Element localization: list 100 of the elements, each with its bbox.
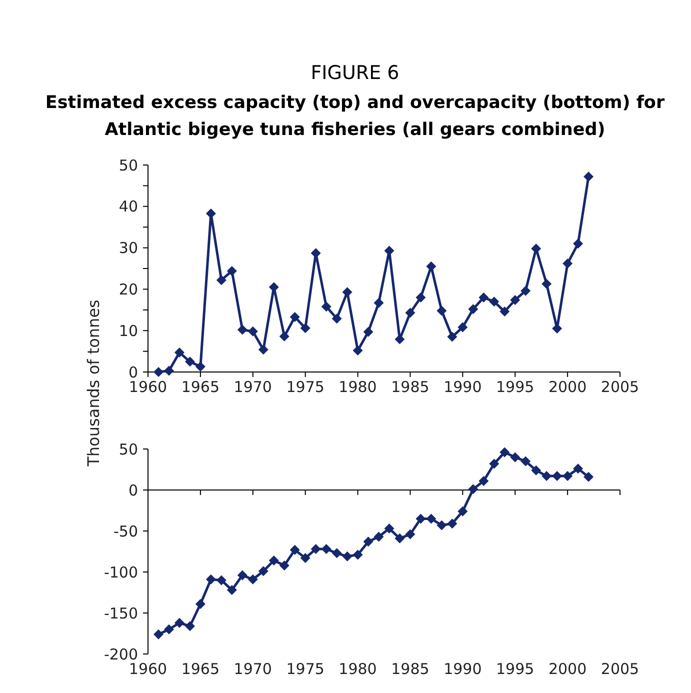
x-tick-label: 1975 — [286, 660, 324, 678]
point — [279, 331, 290, 342]
point — [153, 367, 164, 377]
point — [447, 518, 458, 529]
x-tick-label: 1985 — [391, 378, 430, 396]
point — [237, 324, 248, 335]
point — [542, 278, 552, 289]
point — [300, 553, 310, 564]
y-tick-label: 20 — [118, 280, 138, 298]
point — [374, 532, 384, 542]
point — [352, 550, 363, 560]
point — [520, 286, 531, 296]
x-tick-label: 1985 — [391, 660, 430, 678]
point — [468, 484, 478, 494]
y-tick-label: 0 — [128, 481, 138, 500]
x-tick-label: 1980 — [338, 378, 377, 396]
point — [206, 208, 216, 218]
point — [300, 323, 310, 334]
point — [374, 298, 384, 308]
point — [500, 447, 510, 458]
point — [216, 275, 226, 286]
point — [226, 266, 237, 276]
point — [321, 544, 332, 554]
point — [573, 238, 584, 249]
point — [206, 574, 216, 584]
x-tick-label: 1995 — [496, 660, 534, 678]
point — [416, 292, 426, 302]
point — [426, 261, 436, 272]
point — [584, 472, 594, 482]
point — [384, 246, 394, 256]
point — [436, 306, 447, 316]
point — [332, 548, 342, 558]
point — [184, 621, 195, 632]
point — [436, 520, 447, 530]
x-tick-label: 1980 — [338, 660, 377, 678]
point — [500, 306, 510, 317]
point — [478, 476, 489, 486]
y-tick-label: 40 — [118, 198, 138, 216]
x-tick-label: 1965 — [181, 378, 220, 396]
point — [164, 366, 174, 376]
point — [416, 514, 426, 524]
x-tick-label: 1970 — [234, 660, 272, 678]
point — [542, 471, 552, 482]
x-tick-label: 2000 — [548, 660, 587, 678]
y-tick-label: 30 — [118, 239, 138, 258]
point — [268, 556, 279, 566]
point — [562, 471, 573, 482]
point — [321, 302, 332, 312]
point — [510, 294, 520, 305]
point — [174, 618, 184, 628]
point — [384, 524, 394, 534]
point — [195, 362, 206, 372]
point — [290, 544, 300, 555]
y-tick-label: 10 — [118, 322, 138, 340]
y-tick-label: 50 — [118, 156, 138, 174]
point — [584, 172, 594, 182]
point — [248, 574, 258, 584]
point — [405, 308, 416, 318]
point — [342, 287, 352, 298]
point — [226, 585, 237, 596]
y-tick-label: -100 — [104, 563, 138, 582]
point — [520, 456, 531, 466]
point — [562, 258, 573, 269]
x-tick-label: 1965 — [181, 660, 220, 678]
point — [332, 314, 342, 324]
point — [363, 536, 374, 547]
point — [447, 332, 458, 342]
point — [184, 356, 195, 367]
point — [258, 344, 268, 355]
point — [458, 506, 468, 516]
point — [531, 244, 542, 254]
x-tick-label: 2000 — [548, 378, 587, 396]
point — [153, 629, 164, 640]
point — [468, 304, 478, 314]
point — [174, 348, 184, 358]
y-tick-label: -50 — [114, 522, 138, 540]
point — [552, 324, 562, 334]
point — [237, 570, 248, 580]
x-tick-label: 1975 — [286, 378, 324, 396]
point — [489, 458, 500, 469]
point — [310, 544, 321, 554]
x-tick-label: 1970 — [234, 378, 272, 396]
point — [248, 326, 258, 336]
point — [489, 296, 500, 307]
point — [258, 566, 268, 576]
point — [426, 514, 436, 524]
point — [405, 529, 416, 540]
x-tick-label: 1990 — [444, 378, 482, 396]
point — [216, 575, 226, 586]
point — [195, 598, 206, 609]
point — [531, 465, 542, 476]
point — [573, 464, 584, 474]
x-tick-label: 2005 — [600, 660, 640, 678]
point — [478, 292, 489, 302]
chart-subtitle: Estimated excess capacity (top) and overcapacity (bottom) for Atlantic bigeye tuna fisheries (all gears combined) — [45, 93, 665, 140]
point — [394, 334, 405, 344]
x-tick-label: 2005 — [600, 378, 640, 396]
y-tick-label: -150 — [104, 604, 138, 622]
point — [510, 452, 520, 462]
point — [352, 345, 363, 356]
